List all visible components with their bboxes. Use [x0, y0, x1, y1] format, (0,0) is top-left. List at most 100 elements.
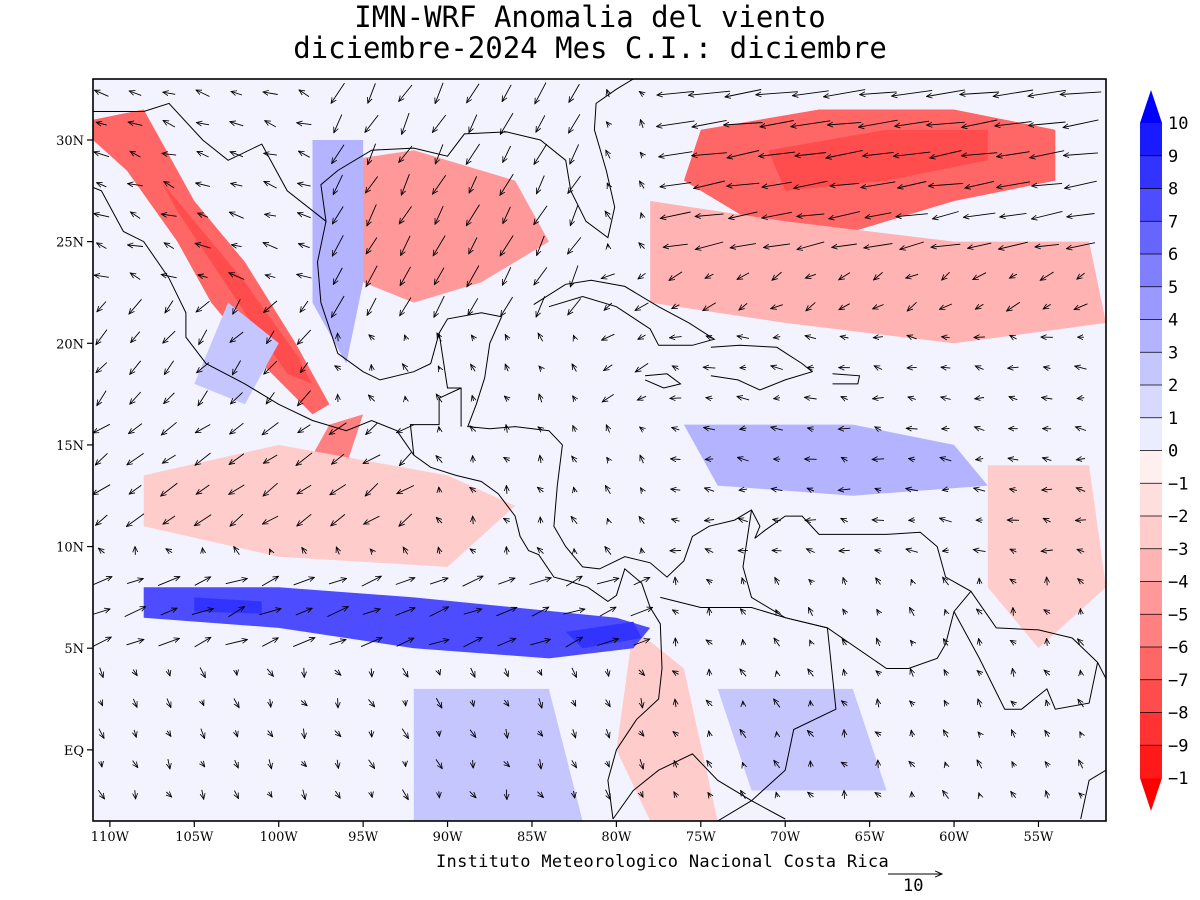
wind-arrow-365 [263, 454, 278, 463]
wind-arrow-344 [573, 426, 576, 432]
y-tick-label: 30N [56, 134, 84, 149]
wind-arrow-526 [630, 607, 653, 617]
anomaly-region-13 [312, 140, 364, 364]
wind-arrow-719 [1079, 793, 1083, 796]
wind-arrow-337 [329, 422, 347, 435]
wind-arrow-687 [1012, 762, 1015, 767]
wind-arrow-374 [572, 456, 577, 463]
wind-arrow-242 [163, 330, 176, 343]
wind-arrow-515 [259, 609, 281, 616]
wind-arrow-644 [573, 729, 576, 738]
wind-arrow-703 [537, 791, 543, 798]
anomaly-region-14 [683, 424, 988, 496]
wind-arrow-282 [505, 364, 508, 372]
coast-south-america-interior [660, 596, 837, 821]
wind-arrow-281 [471, 364, 476, 372]
wind-arrow-333 [195, 424, 211, 433]
wind-arrow-280 [438, 366, 440, 369]
wind-arrow-139 [729, 211, 758, 219]
wind-arrow-692 [166, 792, 171, 797]
wind-arrow-97 [333, 174, 343, 195]
wind-arrow-716 [979, 793, 980, 797]
wind-arrow-634 [235, 730, 237, 737]
wind-arrow-351 [807, 428, 814, 430]
wind-arrow-165 [608, 244, 609, 248]
wind-arrow-561 [810, 640, 812, 644]
wind-arrow-552 [497, 638, 516, 647]
wind-arrow-397 [330, 484, 347, 495]
wind-arrow-159 [401, 235, 411, 256]
wind-arrow-166 [639, 243, 645, 250]
wind-arrow-326 [975, 398, 985, 399]
wind-arrow-135 [605, 211, 612, 220]
wind-arrow-223 [536, 296, 546, 317]
wind-arrow-117 [996, 181, 1030, 188]
wind-arrow-255 [602, 333, 615, 340]
wind-arrow-427 [331, 514, 346, 526]
wind-arrow-389 [1076, 459, 1086, 460]
wind-arrow-345 [606, 425, 609, 433]
anomaly-region-9 [616, 627, 718, 821]
x-tick-label: 110W [91, 830, 130, 845]
wind-arrow-179 [1066, 242, 1096, 249]
wind-arrow-626 [978, 699, 981, 708]
wind-arrow-416 [974, 488, 986, 491]
wind-arrow-548 [360, 638, 382, 648]
wind-arrow-649 [740, 730, 747, 738]
wind-arrow-598 [1044, 670, 1050, 675]
wind-arrow-538 [1044, 610, 1051, 614]
wind-arrow-502 [843, 578, 846, 585]
wind-arrow-574 [236, 670, 237, 675]
wind-arrow-35 [265, 121, 277, 128]
wind-arrow-512 [160, 608, 177, 616]
wind-arrow-96 [298, 183, 311, 186]
y-axis-ticks: 30N 25N 20N 15N 10N 5N EQ [56, 134, 93, 759]
wind-arrow-683 [878, 760, 879, 769]
wind-arrow-196 [638, 272, 646, 279]
wind-arrow-486 [293, 577, 315, 586]
coastlines [93, 79, 1106, 821]
wind-arrow-705 [605, 789, 611, 800]
wind-arrow-620 [774, 699, 781, 708]
wind-arrow-57 [995, 121, 1032, 126]
wind-arrow-398 [365, 482, 379, 496]
wind-arrow-541 [126, 639, 144, 646]
wind-arrow-148 [1031, 210, 1063, 219]
wind-arrow-484 [225, 579, 248, 585]
wind-arrow-317 [670, 398, 682, 399]
wind-arrow-55 [927, 121, 965, 125]
wind-arrow-23 [860, 92, 897, 95]
wind-arrow-476 [973, 550, 986, 552]
wind-arrow-325 [941, 397, 951, 399]
wind-arrow-409 [739, 489, 748, 490]
wind-arrow-685 [945, 762, 946, 766]
wind-arrow-60 [94, 152, 110, 158]
wind-arrow-688 [1045, 762, 1048, 767]
wind-arrow-544 [225, 640, 248, 646]
wind-arrow-147 [1000, 212, 1027, 217]
wind-arrow-193 [534, 267, 548, 285]
wind-arrow-361 [127, 453, 144, 465]
wind-arrow-220 [434, 295, 445, 317]
wind-arrow-34 [230, 122, 244, 127]
wind-arrow-207 [1009, 274, 1018, 278]
wind-arrow-516 [295, 608, 312, 616]
wind-arrow-309 [405, 396, 406, 400]
wind-arrow-198 [705, 274, 714, 278]
wind-arrow-504 [911, 579, 912, 583]
map-title: IMN-WRF Anomalia del viento diciembre-20… [0, 2, 1180, 64]
wind-arrow-201 [805, 274, 816, 278]
wind-arrow-630 [98, 728, 104, 739]
wind-arrow-211 [129, 299, 142, 314]
wind-arrow-246 [297, 329, 312, 345]
wind-arrow-580 [438, 670, 440, 675]
wind-arrow-718 [1046, 791, 1048, 799]
wind-arrow-542 [158, 638, 180, 647]
wind-arrow-247 [338, 333, 339, 342]
wind-arrow-327 [1009, 397, 1018, 400]
y-tick-label: 5N [64, 642, 84, 657]
wind-arrow-98 [365, 176, 379, 194]
wind-arrow-350 [771, 427, 783, 430]
wind-arrow-439 [738, 519, 748, 522]
wind-arrow-421 [126, 513, 145, 527]
